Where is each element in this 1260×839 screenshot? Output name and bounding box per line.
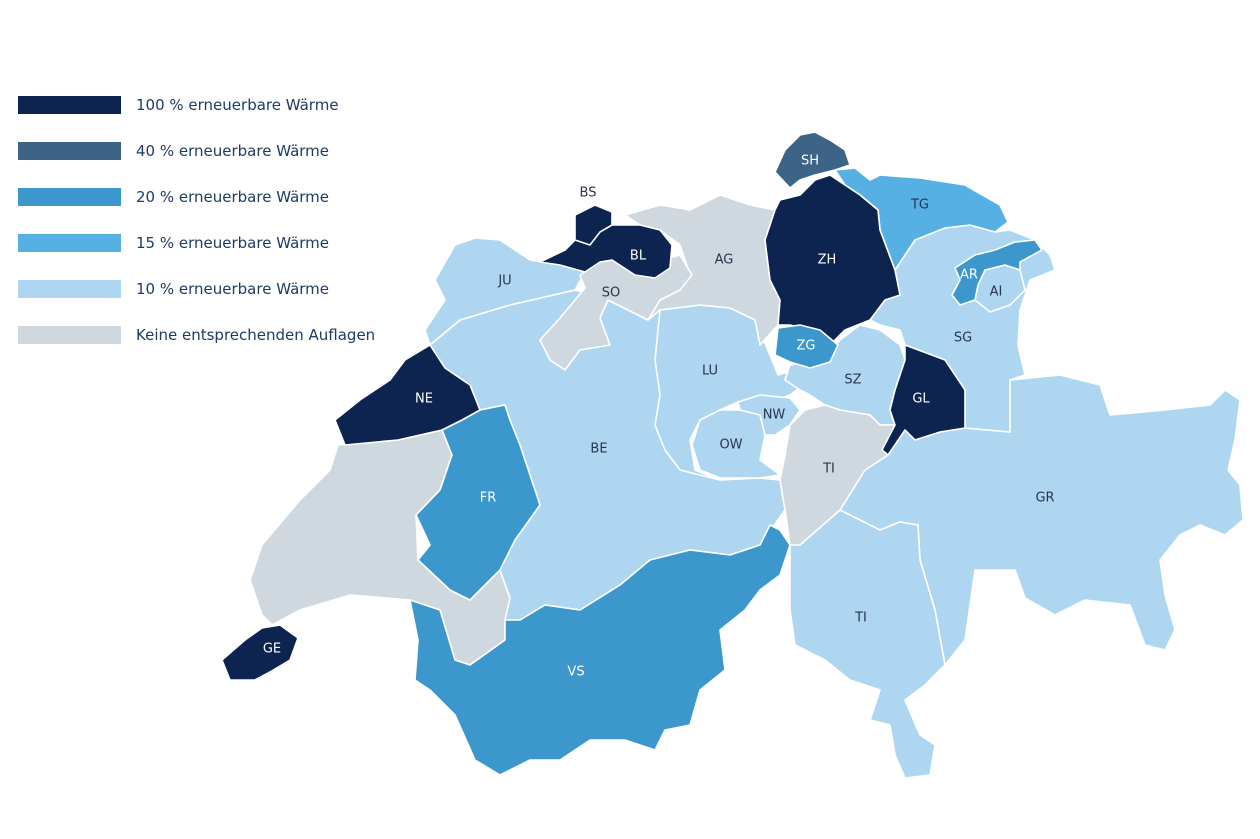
label-zh: ZH [818, 253, 837, 268]
canton-ar[interactable] [951, 239, 1043, 306]
label-ne: NE [415, 392, 433, 407]
label-gl: GL [912, 392, 930, 407]
label-ar: AR [960, 268, 978, 283]
legend-item-10: 10 % erneuerbare Wärme [18, 266, 375, 312]
legend-item-20: 20 % erneuerbare Wärme [18, 174, 375, 220]
canton-nw[interactable] [737, 394, 801, 436]
canton-gl[interactable] [881, 344, 966, 456]
label-ai: AI [990, 285, 1003, 300]
canton-ow[interactable] [691, 409, 781, 479]
legend-item-15: 15 % erneuerbare Wärme [18, 220, 375, 266]
label-zg: ZG [797, 339, 816, 354]
label-be: BE [590, 442, 607, 457]
map-legend: 100 % erneuerbare Wärme 40 % erneuerbare… [18, 82, 375, 358]
label-ag: AG [715, 253, 734, 268]
legend-label-10: 10 % erneuerbare Wärme [136, 280, 330, 298]
label-bl: BL [630, 249, 647, 264]
canton-fr[interactable] [415, 404, 541, 601]
canton-ge[interactable] [221, 624, 299, 681]
label-so: SO [602, 286, 620, 301]
label-sh: SH [801, 154, 819, 169]
canton-ti[interactable] [789, 509, 946, 779]
label-sg: SG [954, 331, 972, 346]
legend-item-100: 100 % erneuerbare Wärme [18, 82, 375, 128]
legend-label-100: 100 % erneuerbare Wärme [136, 96, 339, 114]
label-tg: TG [910, 198, 929, 213]
legend-label-40: 40 % erneuerbare Wärme [136, 142, 330, 160]
legend-label-15: 15 % erneuerbare Wärme [136, 234, 330, 252]
label-ow: OW [719, 438, 742, 453]
legend-item-none: Keine entsprechenden Auflagen [18, 312, 375, 358]
label-gr: GR [1035, 491, 1054, 506]
canton-zh[interactable] [764, 174, 901, 346]
canton-ne[interactable] [334, 344, 481, 446]
label-ur: TI [822, 462, 835, 477]
label-ju: JU [497, 274, 511, 289]
label-bs: BS [580, 186, 597, 201]
canton-bs[interactable] [574, 204, 613, 246]
label-vs: VS [567, 665, 584, 680]
canton-ju[interactable] [424, 237, 586, 346]
canton-sh[interactable] [774, 131, 851, 189]
canton-vs[interactable] [409, 524, 791, 776]
label-fr: FR [480, 491, 497, 506]
legend-swatch-none [18, 326, 121, 344]
legend-label-none: Keine entsprechenden Auflagen [136, 326, 376, 344]
legend-item-40: 40 % erneuerbare Wärme [18, 128, 375, 174]
label-sz: SZ [844, 373, 861, 388]
legend-swatch-40 [18, 142, 121, 160]
legend-swatch-15 [18, 234, 121, 252]
label-lu: LU [702, 364, 718, 379]
legend-swatch-100 [18, 96, 121, 114]
legend-swatch-10 [18, 280, 121, 298]
legend-swatch-20 [18, 188, 121, 206]
label-nw: NW [763, 408, 786, 423]
label-ge: GE [263, 642, 281, 657]
canton-zg[interactable] [774, 324, 839, 369]
legend-label-20: 20 % erneuerbare Wärme [136, 188, 330, 206]
label-ti: TI [854, 611, 867, 626]
